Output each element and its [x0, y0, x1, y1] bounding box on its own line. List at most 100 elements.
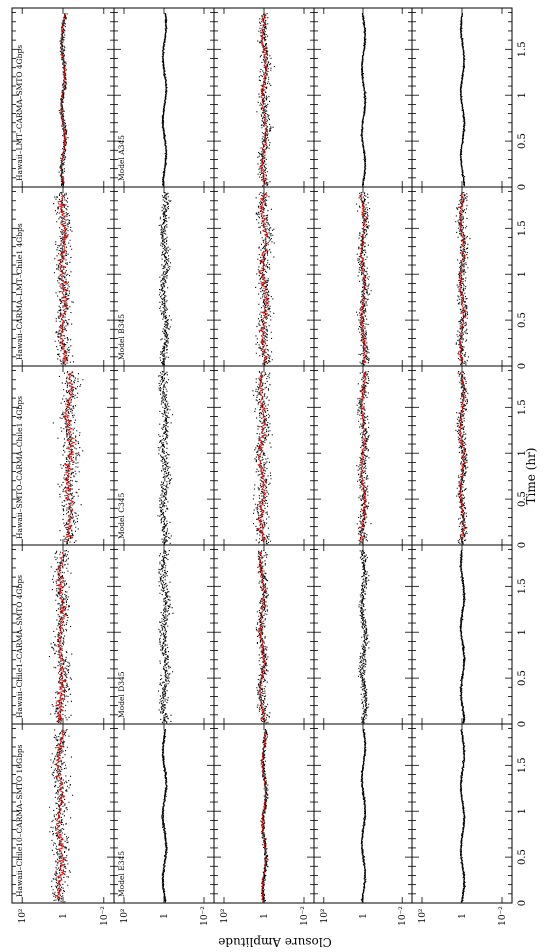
model-curve	[59, 14, 66, 185]
panel-frame	[213, 544, 315, 725]
amplitude-tick-label: 10²	[320, 908, 330, 923]
amplitude-tick-label: 1	[59, 913, 69, 919]
model-curve	[457, 193, 468, 364]
time-tick-label: 0	[517, 542, 528, 548]
data-points	[158, 550, 174, 724]
quadrangle-label: Hawaii–SMTO–CARMA–Chile1 4Gbps	[15, 396, 24, 539]
data-points	[455, 371, 469, 545]
data-points	[255, 550, 271, 724]
data-points	[58, 13, 69, 187]
amplitude-tick-label: 10²	[120, 908, 130, 923]
panel-frame	[213, 186, 315, 367]
data-points	[49, 729, 74, 903]
model-curve	[258, 193, 270, 364]
time-tick-label: 1.5	[517, 220, 528, 236]
amplitude-tick-label: 10⁻²	[398, 906, 408, 926]
panel-1-2: Hawaii–CARMA–LMT–Chile1 4Gbps	[11, 186, 115, 367]
time-tick-label: 1.5	[517, 399, 528, 415]
panel-grid: Hawaii–LMT–CARMA–SMTO 4Gbps Hawaii–CARMA–…	[11, 7, 513, 904]
amplitude-tick-label: 10²	[18, 908, 28, 923]
model-label: Model A345	[117, 135, 126, 181]
time-tick-label: 0	[517, 184, 528, 190]
panel-1-5: Hawaii–Chile10–CARMA–SMTO 16Gbps	[11, 723, 115, 904]
x-axis-label: Time (hr)	[524, 448, 538, 505]
amplitude-tick-label: 1	[458, 913, 468, 919]
amplitude-tick-label: 1	[359, 913, 369, 919]
data-points	[161, 729, 168, 903]
panel-3-5	[213, 723, 315, 904]
amplitude-tick-label: 10⁻²	[300, 906, 310, 926]
time-tick-label: 1	[517, 92, 528, 98]
panel-4-2	[313, 186, 413, 367]
model-curve	[259, 14, 269, 185]
amplitude-tick-label: 10²	[220, 908, 230, 923]
model-label: Model E345	[117, 851, 126, 897]
time-tick-label: 0	[517, 900, 528, 906]
time-tick-label: 1.5	[517, 578, 528, 594]
panel-frame	[313, 723, 413, 904]
data-points	[256, 13, 275, 187]
data-points	[459, 550, 466, 724]
time-tick-label: 0.5	[517, 312, 528, 328]
panel-frame	[113, 544, 215, 725]
panel-4-5	[313, 723, 413, 904]
panel-5-2	[411, 186, 513, 367]
time-tick-label: 1	[517, 450, 528, 456]
panel-4-1	[313, 7, 413, 188]
data-points	[360, 13, 367, 187]
panel-2-4: Model D345	[113, 544, 215, 725]
panel-5-5	[411, 723, 513, 904]
panel-5-1	[411, 7, 513, 188]
data-points	[356, 371, 372, 545]
model-curve	[261, 730, 267, 901]
time-tick-label: 0	[517, 363, 528, 369]
data-points	[48, 550, 73, 724]
panel-4-3	[313, 365, 413, 546]
time-axis: 0 0.5 1 1.5 0 0.5 1 1.5 0 0.5 1 1.5 0 0.5 1 1.5 0 0.5 1 1.5	[517, 41, 528, 906]
panel-frame	[313, 365, 413, 546]
model-curve	[256, 372, 268, 543]
time-tick-label: 1	[517, 629, 528, 635]
model-label: Model D345	[117, 671, 126, 718]
data-points	[255, 192, 275, 366]
time-tick-label: 1	[517, 808, 528, 814]
amplitude-axis: 10² 1 10⁻² 10² 1 10⁻² 10² 1 10⁻² 10² 1 10⁻² 10² 1 10⁻²	[18, 906, 508, 926]
model-curve	[54, 730, 67, 901]
model-label: Model C345	[117, 493, 126, 539]
amplitude-tick-label: 1	[160, 913, 170, 919]
data-points	[161, 13, 168, 187]
panel-1-4: Hawaii–Chile1–CARMA–SMTO 4Gbps	[11, 544, 115, 725]
data-points	[53, 192, 75, 366]
data-points	[459, 729, 466, 903]
panel-3-2	[213, 186, 315, 367]
data-points	[459, 13, 466, 187]
amplitude-tick-label: 10⁻²	[100, 906, 110, 926]
model-curve	[55, 551, 67, 722]
amplitude-tick-label: 10⁻²	[498, 906, 508, 926]
time-tick-label: 0.5	[517, 670, 528, 686]
data-points	[157, 371, 174, 545]
y-axis-label: Closure Amplitude	[218, 935, 332, 949]
model-curve	[62, 372, 76, 543]
panel-frame	[113, 7, 215, 188]
time-tick-label: 1	[517, 271, 528, 277]
panel-3-3	[213, 365, 315, 546]
panel-3-4	[213, 544, 315, 725]
model-curve	[57, 193, 69, 364]
model-curve	[359, 193, 368, 364]
model-curve	[358, 372, 367, 543]
panel-5-4	[411, 544, 513, 725]
panel-frame	[11, 544, 115, 725]
panel-2-2: Model B345	[113, 186, 215, 367]
quadrangle-label: Hawaii–CARMA–LMT–Chile1 4Gbps	[15, 223, 24, 360]
time-tick-label: 0.5	[517, 491, 528, 507]
panel-2-5: Model E345	[113, 723, 215, 904]
quadrangle-label: Hawaii–LMT–CARMA–SMTO 4Gbps	[15, 45, 24, 181]
data-points	[158, 192, 172, 366]
panel-2-3: Model C345	[113, 365, 215, 546]
model-curve	[458, 372, 466, 543]
quadrangle-label: Hawaii–Chile1–CARMA–SMTO 4Gbps	[15, 575, 24, 718]
panel-1-3: Hawaii–SMTO–CARMA–Chile1 4Gbps	[11, 365, 115, 546]
amplitude-tick-label: 1	[260, 913, 270, 919]
